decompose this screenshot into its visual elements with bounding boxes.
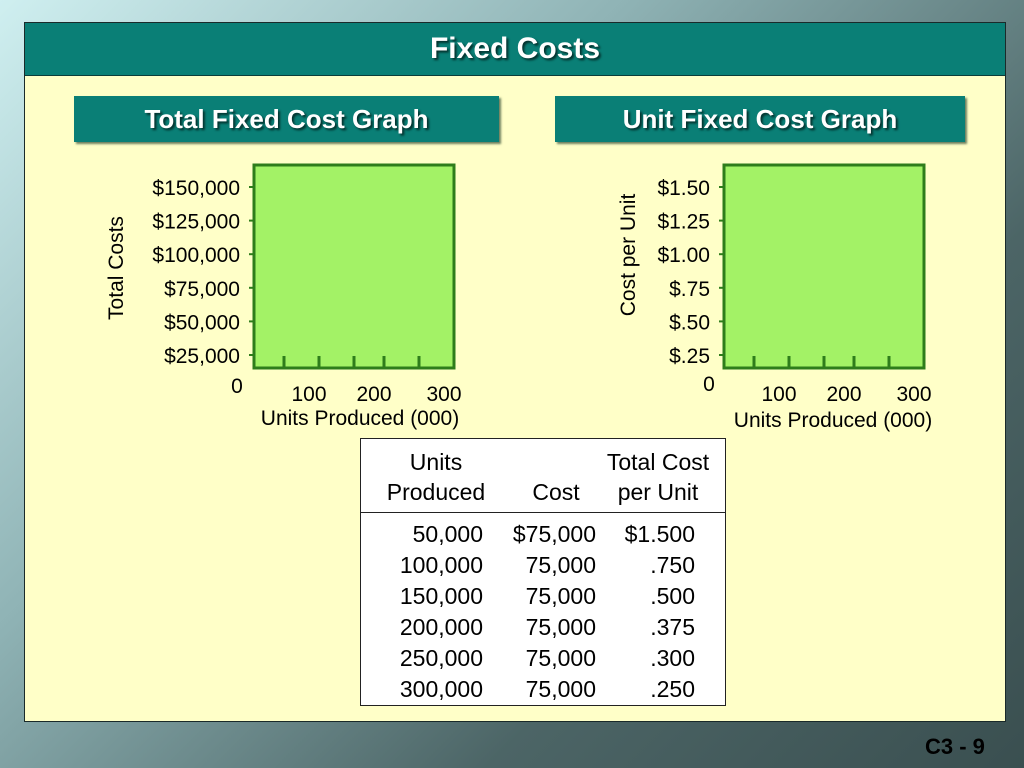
- header-per-unit-line1: Total Cost: [606, 449, 710, 475]
- total-fixed-cost-chart: $25,000 $50,000 $75,000 $100,000 $125,000 $15…: [105, 163, 462, 430]
- x-axis-label: Units Produced (000): [734, 409, 932, 432]
- origin-label: 0: [703, 373, 715, 396]
- y-tick-label: $25,000: [164, 345, 240, 368]
- cell-units: 250,000: [399, 645, 483, 671]
- cell-units: 100,000: [399, 552, 483, 578]
- fixed-cost-table: Units Produced Cost Total Cost per Unit …: [360, 438, 726, 706]
- cell-cost: 75,000: [525, 552, 596, 578]
- y-axis-label: Total Costs: [105, 216, 128, 320]
- charts-canvas: $25,000 $50,000 $75,000 $100,000 $125,000 $15…: [105, 163, 932, 432]
- cell-cost: 75,000: [525, 645, 596, 671]
- total-fixed-cost-title: Total Fixed Cost Graph: [144, 103, 429, 134]
- cell-units: 300,000: [399, 676, 483, 702]
- slide-number: C3 - 9: [925, 734, 985, 759]
- table-row: 150,000 75,000 .500: [361, 581, 725, 612]
- cell-units: 150,000: [399, 583, 483, 609]
- y-tick-label: $75,000: [164, 278, 240, 301]
- slide-title: Fixed Costs: [429, 32, 601, 65]
- y-tick-label: $125,000: [152, 211, 240, 234]
- total-fixed-cost-heading: Total Fixed Cost Graph: [74, 96, 499, 142]
- y-tick-label: $150,000: [152, 177, 240, 200]
- table-row: 250,000 75,000 .300: [361, 643, 725, 674]
- y-tick-label: $100,000: [152, 244, 240, 267]
- slide-frame: Fixed Costs Total Fixed Cost Graph Unit …: [24, 22, 1006, 722]
- table-row: 200,000 75,000 .375: [361, 612, 725, 643]
- x-tick-label: 100: [761, 383, 796, 406]
- cell-per-unit: .500: [650, 583, 695, 609]
- header-units-line1: Units: [409, 449, 463, 475]
- y-tick-label: $1.25: [657, 211, 710, 234]
- x-tick-label: 300: [426, 383, 461, 406]
- y-tick-label: $1.00: [657, 244, 710, 267]
- cell-cost: $75,000: [512, 521, 596, 547]
- x-tick-label: 200: [356, 383, 391, 406]
- origin-label: 0: [231, 375, 243, 398]
- header-per-unit-line2: per Unit: [617, 479, 699, 505]
- cell-cost: 75,000: [525, 583, 596, 609]
- cell-cost: 75,000: [525, 614, 596, 640]
- unit-fixed-cost-title: Unit Fixed Cost Graph: [622, 103, 898, 134]
- cell-per-unit: .300: [650, 645, 695, 671]
- plot-area: [722, 163, 926, 370]
- table-row: 50,000 $75,000 $1.500: [361, 519, 725, 550]
- x-tick-label: 100: [291, 383, 326, 406]
- x-tick-label: 300: [896, 383, 931, 406]
- header-cost: Cost: [532, 479, 580, 505]
- y-tick-label: $50,000: [164, 311, 240, 334]
- unit-fixed-cost-heading: Unit Fixed Cost Graph: [555, 96, 965, 142]
- y-tick-label: $.50: [669, 311, 710, 334]
- plot-area: [252, 163, 456, 370]
- cell-cost: 75,000: [525, 676, 596, 702]
- y-tick-label: $.75: [669, 278, 710, 301]
- cell-units: 200,000: [399, 614, 483, 640]
- cell-per-unit: .750: [650, 552, 695, 578]
- y-tick-label: $1.50: [657, 177, 710, 200]
- x-tick-label: 200: [826, 383, 861, 406]
- slide-title-bar: Fixed Costs: [25, 23, 1005, 76]
- header-units-line2: Produced: [386, 479, 486, 505]
- cell-per-unit: .375: [650, 614, 695, 640]
- cell-per-unit: .250: [650, 676, 695, 702]
- table-row: 100,000 75,000 .750: [361, 550, 725, 581]
- x-axis-label: Units Produced (000): [261, 407, 459, 430]
- cell-units: 50,000: [412, 521, 483, 547]
- table-header-divider: [361, 512, 725, 513]
- unit-fixed-cost-chart: $.25 $.50 $.75 $1.00 $1.25 $1.50 100 200 300 0 Uni…: [617, 163, 932, 432]
- table-row: 300,000 75,000 .250: [361, 674, 725, 705]
- cell-per-unit: $1.500: [624, 521, 695, 547]
- y-axis-label: Cost per Unit: [617, 194, 640, 317]
- y-tick-label: $.25: [669, 345, 710, 368]
